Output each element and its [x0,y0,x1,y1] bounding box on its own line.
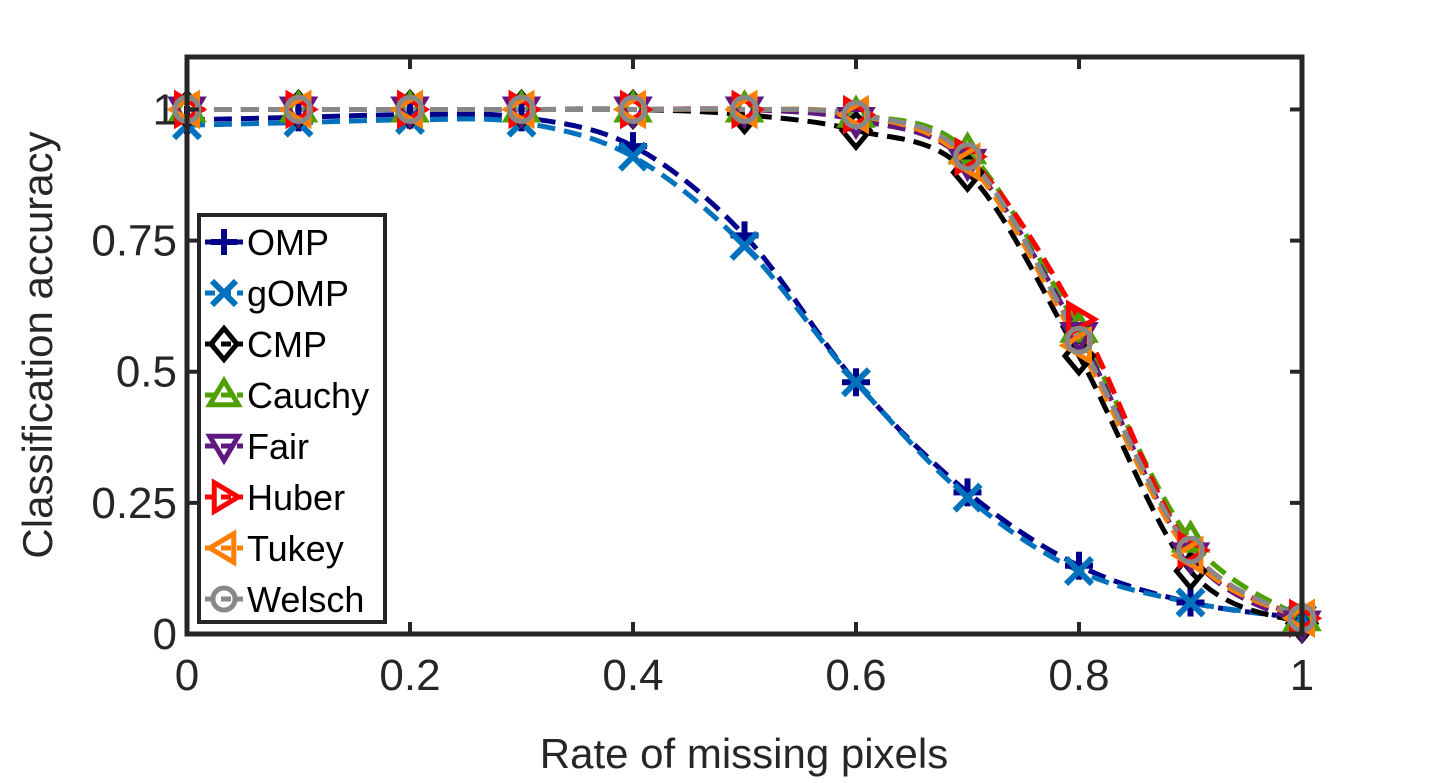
series-line-gomp [186,116,1303,621]
legend-entry-tukey: Tukey [204,528,344,569]
legend-marker-welsch [210,585,238,613]
x-tick-label: 0.4 [602,651,663,700]
y-tick-label: 1 [153,85,177,134]
x-tick-label: 0.8 [1048,651,1109,700]
legend-marker-fair [205,433,243,466]
data-point-welsch-6 [841,100,871,130]
y-tick-label: 0.5 [116,348,177,397]
plot-lines [186,106,1304,626]
legend-marker-cauchy [205,375,243,408]
data-point-gomp-9 [1175,587,1206,618]
series-line-cmp [186,106,1304,626]
series-line-welsch [186,106,1304,621]
legend-entry-omp: OMP [205,222,329,263]
x-tick-label: 0 [175,651,199,700]
axis-ticks [185,57,1304,636]
data-point-gomp-4 [617,141,649,172]
legend-marker-tukey [204,529,237,567]
data-point-gomp-8 [1063,556,1095,587]
legend-label: Huber [247,477,345,518]
data-point-welsch-9 [1176,535,1205,565]
legend-entry-welsch: Welsch [205,579,364,620]
legend-label: Cauchy [247,375,369,416]
data-point-gomp-6 [840,367,872,398]
legend-entry-cauchy: Cauchy [205,375,369,416]
data-point-gomp-5 [729,230,760,261]
legend-marker-gomp [209,278,239,308]
data-point-fair-8 [1059,322,1099,356]
legend-label: Tukey [247,528,344,569]
legend-marker-omp [211,229,237,255]
legend-marker-huber [211,478,244,516]
y-tick-label: 0.25 [91,479,177,528]
data-point-welsch-1 [284,95,313,124]
data-point-welsch-8 [1064,325,1094,355]
y-tick-label: 0.75 [91,217,177,266]
legend-label: Fair [247,426,309,467]
legend-label: gOMP [247,273,349,314]
data-point-welsch-3 [507,95,536,124]
axis-tick-labels: 0 0.2 0.4 0.6 0.8 1 0 0.25 0.5 0.75 1 [91,85,1314,700]
legend-label: Welsch [247,579,364,620]
y-axis-label: Classification accuracy [14,131,61,558]
legend-marker-cmp [207,324,241,364]
x-tick-label: 1 [1290,651,1314,700]
legend-entry-gomp: gOMP [205,273,349,314]
data-point-welsch-7 [953,142,982,172]
x-tick-label: 0.6 [825,651,886,700]
y-tick-label: 0 [153,610,177,659]
data-point-gomp-7 [952,482,983,513]
series-line-omp [186,111,1303,621]
data-point-welsch-2 [395,95,425,124]
x-tick-label: 0.2 [379,651,440,700]
x-axis-label: Rate of missing pixels [540,730,949,777]
legend-entry-cmp: CMP [205,324,327,365]
legend-label: OMP [247,222,329,263]
legend: OMP gOMP CMP Cauchy Fair Huber Tukey Welsch [197,213,387,624]
legend-entries: OMP gOMP CMP Cauchy Fair Huber Tukey Welsch [204,222,369,620]
plot-frame [184,54,1305,637]
legend-entry-huber: Huber [205,477,345,518]
data-point-cauchy-8 [1059,309,1099,343]
data-point-welsch-4 [618,95,648,124]
legend-label: CMP [247,324,327,365]
data-point-welsch-5 [730,95,759,124]
legend-entry-fair: Fair [205,426,309,467]
